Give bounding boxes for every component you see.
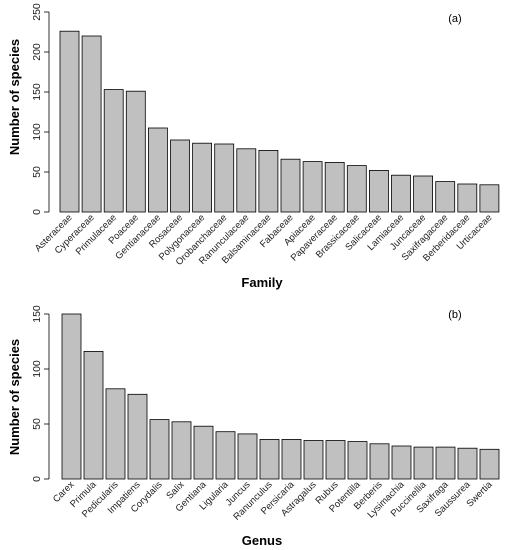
panel-a-y-tick-label: 200	[31, 43, 43, 61]
panel-a-y-tick-label: 50	[31, 166, 43, 178]
panel-a-family-chart: (a) Number of species Family 0 50 100 150 20…	[7, 3, 500, 290]
panel-b-bar-impatiens	[127, 393, 148, 480]
panel-a-y-tick-label: 250	[31, 3, 43, 21]
panel-a-bar-papaveraceae	[324, 161, 345, 213]
panel-b-label: (b)	[448, 309, 461, 321]
panel-b-bar-ranunculus	[259, 438, 280, 480]
panel-a-x-axis-label: Family	[241, 275, 283, 290]
panel-a-label: (a)	[448, 13, 461, 25]
panel-a-bar-brassicaceae	[346, 165, 367, 213]
panel-b-genus-chart: (b) Number of species Genus 050100150Car…	[7, 305, 500, 548]
panel-a-bar-salicaceae	[368, 169, 389, 213]
panel-b-bar-ligularia	[215, 431, 236, 480]
panel-a-bar-fabaceae	[280, 158, 301, 213]
panel-a-bar-gentianaceae	[147, 127, 168, 213]
panel-b-bar-swertia	[479, 448, 500, 480]
panel-a-y-tick-label: 150	[31, 83, 43, 101]
panel-a-bar-lamiaceae	[391, 174, 411, 213]
panel-a-bar-balsaminaceae	[258, 149, 279, 213]
panel-a-bar-asteraceae	[59, 30, 80, 213]
panel-b-bar-salix	[171, 421, 192, 480]
panel-b-bar-rubus	[325, 440, 346, 480]
panel-b-bar-saussurea	[457, 447, 478, 480]
panel-a-bar-rosaceae	[170, 139, 190, 213]
panel-b-bar-berberis	[369, 443, 390, 480]
panel-b-y-axis-label: Number of species	[7, 339, 22, 455]
panel-a-bar-orobanchaceae	[214, 143, 235, 213]
panel-a-bar-primulaceae	[103, 89, 124, 213]
panel-a-bar-saxifragaceae	[435, 181, 456, 213]
panel-b-bar-astragalus	[303, 440, 324, 480]
panel-a-bar-juncaceae	[413, 175, 434, 213]
panel-a-bar-cyperaceae	[81, 35, 102, 213]
panel-b-y-tick-label: 50	[31, 418, 43, 430]
panel-b-bar-corydalis	[149, 419, 170, 480]
panel-b-bar-puccinellia	[413, 446, 434, 480]
panel-a-bar-poaceae	[125, 90, 146, 213]
panel-b-bar-saxifraga	[435, 446, 456, 480]
panel-a-y-tick-label: 100	[31, 123, 43, 141]
panel-a-bar-polygonaceae	[192, 142, 213, 213]
panel-b-y-tick-label: 100	[31, 360, 43, 378]
panel-a-bar-apiaceae	[302, 161, 323, 213]
panel-b-bar-juncus	[237, 433, 258, 480]
panel-b-x-tick-label-swertia: Swertia	[464, 479, 495, 510]
panel-b-bar-persicaria	[281, 438, 302, 480]
panel-a-y-tick-label: 0	[31, 209, 43, 215]
panel-b-bar-primula	[83, 350, 104, 480]
panel-b-y-tick-label: 0	[31, 476, 43, 482]
panel-a-bar-urticaceae	[479, 184, 500, 213]
panel-a-y-axis-label: Number of species	[7, 39, 22, 155]
panel-b-bar-pedicularis	[105, 388, 126, 480]
panel-b-bar-gentiana	[193, 425, 214, 480]
panel-a-bar-berberidaceae	[457, 183, 478, 213]
panel-b-bar-carex	[61, 313, 82, 480]
panel-b-bar-lysimachia	[391, 445, 412, 480]
panel-a-bar-ranunculaceae	[236, 148, 257, 213]
panel-b-y-tick-label: 150	[31, 305, 43, 323]
panel-b-bar-potentilla	[347, 441, 368, 480]
panel-b-x-axis-label: Genus	[242, 533, 282, 548]
